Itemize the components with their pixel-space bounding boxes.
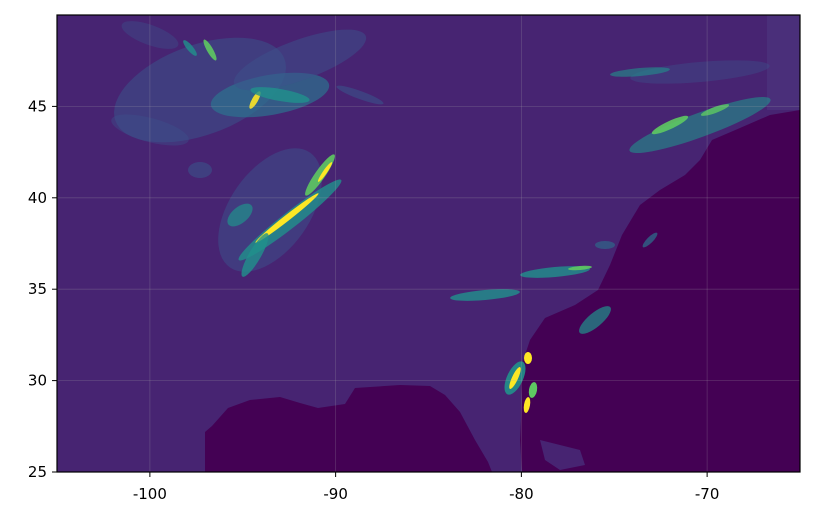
precipitation-streak bbox=[250, 87, 310, 103]
x-tick-label: -100 bbox=[133, 485, 167, 503]
plot-frame bbox=[56, 14, 801, 473]
precipitation-streak bbox=[651, 115, 689, 135]
precipitation-streak bbox=[509, 367, 521, 389]
precipitation-streak bbox=[336, 85, 384, 105]
y-tick-label: 35 bbox=[28, 280, 47, 298]
precipitation-streak bbox=[241, 233, 269, 277]
x-tick-label: -90 bbox=[323, 485, 348, 503]
y-tick-label: 40 bbox=[28, 189, 47, 207]
precipitation-streak bbox=[629, 96, 771, 154]
precipitation-streak bbox=[579, 306, 611, 334]
precipitation-streak bbox=[218, 148, 322, 272]
precipitation-streak bbox=[528, 382, 538, 398]
precipitation-streak bbox=[227, 203, 253, 227]
precipitation-streak bbox=[317, 162, 333, 182]
precipitation-streak bbox=[568, 265, 592, 271]
y-tick-label: 30 bbox=[28, 372, 47, 390]
precipitation-streak bbox=[642, 232, 658, 248]
precipitation-streak bbox=[121, 21, 179, 49]
y-tick-label: 25 bbox=[28, 463, 47, 481]
x-tick-label: -80 bbox=[509, 485, 534, 503]
precipitation-streak bbox=[203, 39, 217, 61]
precipitation-streak bbox=[111, 114, 189, 146]
precipitation-streak bbox=[305, 154, 335, 196]
y-tick-label: 45 bbox=[28, 97, 47, 115]
land-patch bbox=[540, 440, 585, 470]
precipitation-streak bbox=[255, 193, 319, 243]
precipitation-streak bbox=[595, 241, 615, 249]
precipitation-streak bbox=[524, 352, 532, 364]
precipitation-streak bbox=[630, 60, 770, 84]
precipitation-streak bbox=[233, 29, 367, 91]
precipitation-streak bbox=[523, 397, 531, 413]
atlantic-masked-region bbox=[520, 110, 800, 472]
precipitation-streak bbox=[249, 91, 261, 109]
precipitation-streak bbox=[183, 40, 197, 56]
gulf-of-mexico-masked-region bbox=[205, 385, 492, 472]
precipitation-streak bbox=[450, 289, 520, 301]
no-data-strip bbox=[767, 15, 800, 110]
precipitation-streak bbox=[700, 104, 730, 116]
x-tick-label: -70 bbox=[695, 485, 720, 503]
precipitation-streak bbox=[188, 162, 212, 178]
precipitation-streak bbox=[610, 67, 670, 77]
